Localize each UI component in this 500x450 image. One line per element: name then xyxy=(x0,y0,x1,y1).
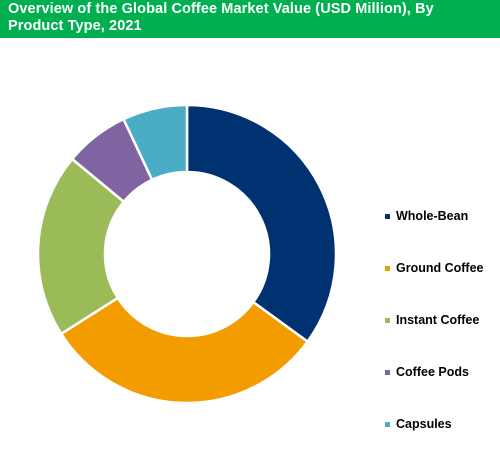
legend-item: Capsules xyxy=(385,398,484,450)
legend-swatch xyxy=(385,421,390,427)
legend-swatch xyxy=(385,369,390,375)
donut-slice-ground-coffee xyxy=(59,296,310,405)
donut-chart xyxy=(36,103,338,405)
legend-label: Whole-Bean xyxy=(396,209,469,223)
donut-slice-instant-coffee xyxy=(36,157,126,336)
chart-legend: Whole-Bean Ground Coffee Instant Coffee Cof… xyxy=(385,190,484,450)
legend-item: Ground Coffee xyxy=(385,242,484,294)
legend-label: Ground Coffee xyxy=(396,261,484,275)
legend-label: Instant Coffee xyxy=(396,313,480,327)
legend-item: Whole-Bean xyxy=(385,190,484,242)
legend-item: Coffee Pods xyxy=(385,346,484,398)
legend-label: Capsules xyxy=(396,417,452,431)
legend-item: Instant Coffee xyxy=(385,294,484,346)
donut-slice-capsules xyxy=(121,103,189,182)
legend-label: Coffee Pods xyxy=(396,365,469,379)
donut-slice-whole-bean xyxy=(185,103,338,344)
chart-title: Overview of the Global Coffee Market Val… xyxy=(8,1,434,34)
chart-area: Whole-Bean Ground Coffee Instant Coffee Cof… xyxy=(0,38,500,431)
title-bar: Overview of the Global Coffee Market Val… xyxy=(0,0,500,38)
legend-swatch xyxy=(385,317,390,323)
legend-swatch xyxy=(385,265,390,271)
legend-swatch xyxy=(385,213,390,219)
